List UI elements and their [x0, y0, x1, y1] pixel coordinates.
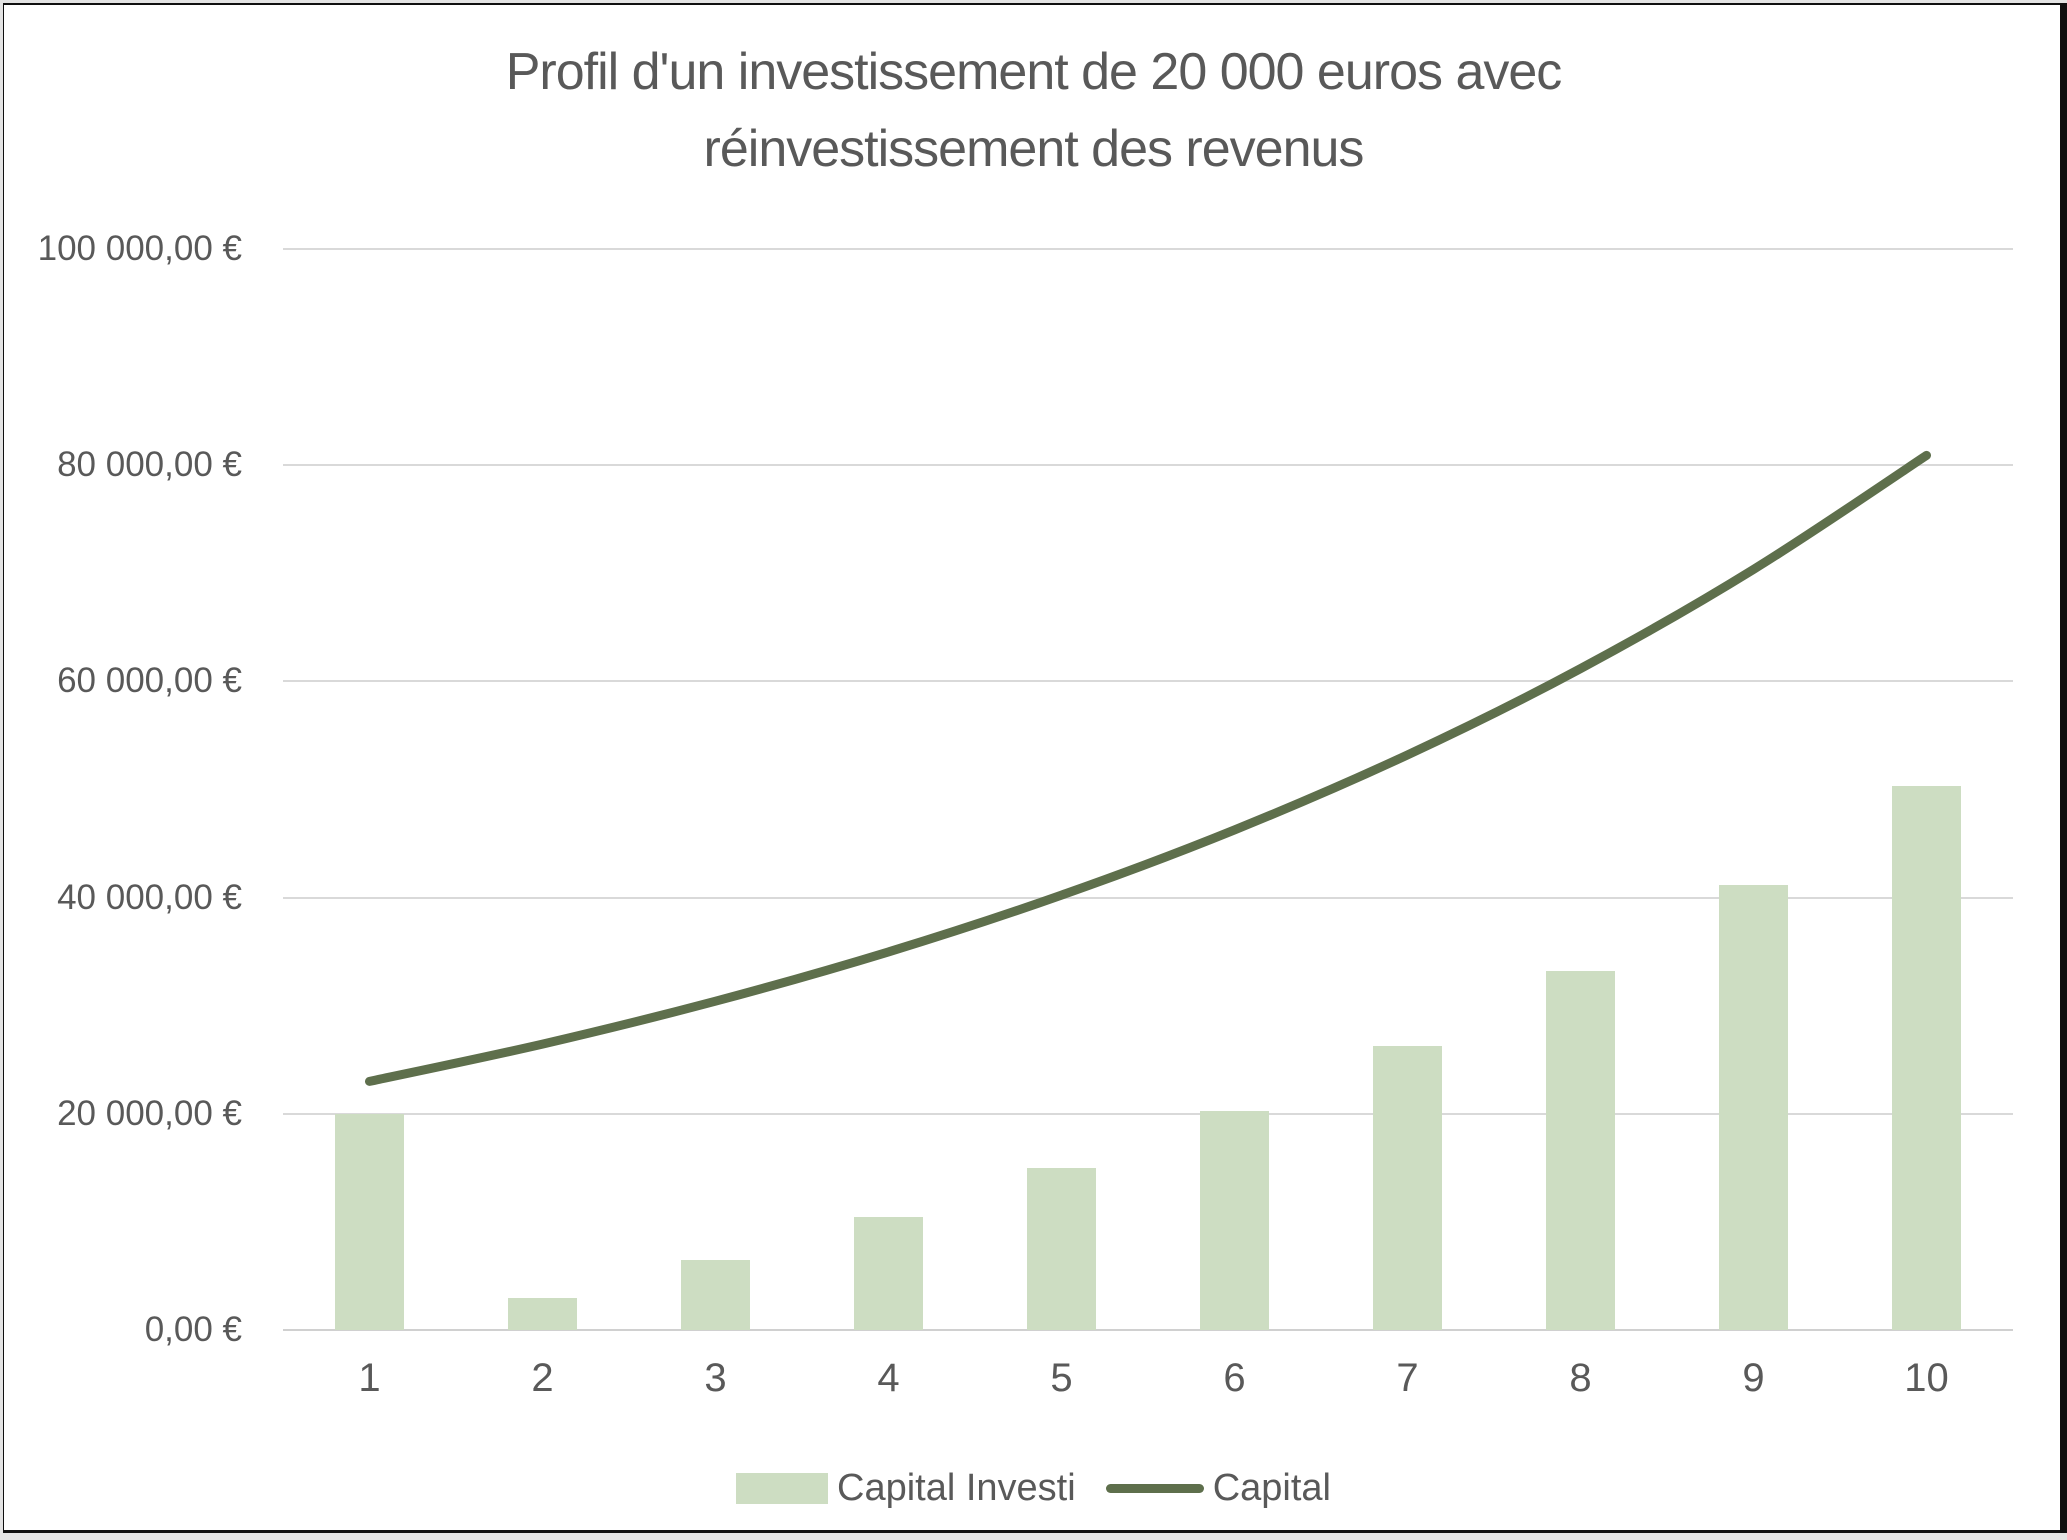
gridline-20000	[283, 1112, 2013, 1115]
x-axis-label-7: 7	[1396, 1356, 1419, 1400]
bar-swatch-icon	[736, 1472, 829, 1504]
chart-title: Profil d'un investissement de 20 000 eur…	[0, 34, 2067, 188]
y-axis-label-20000: 20 000,00 €	[57, 1093, 242, 1133]
legend-item-capital: Capital	[1105, 1458, 1331, 1518]
x-axis-label-9: 9	[1742, 1356, 1765, 1400]
legend-item-capital-investi: Capital Investi	[736, 1458, 1076, 1518]
capital-line-path	[365, 450, 1931, 1086]
bar-capital-investi-1	[335, 1113, 404, 1330]
chart-legend: Capital Investi Capital	[0, 1458, 2067, 1518]
y-axis-label-100000: 100 000,00 €	[37, 229, 242, 268]
y-axis-label-80000: 80 000,00 €	[57, 445, 242, 485]
line-series-capital	[365, 450, 1931, 1086]
y-axis-label-0: 0,00 €	[144, 1310, 242, 1349]
plot-area	[283, 248, 2013, 1331]
legend-label-capital: Capital	[1212, 1467, 1331, 1509]
y-axis-label-60000: 60 000,00 €	[57, 661, 242, 701]
bar-series-capital-investi	[283, 249, 2013, 1330]
x-axis-label-1: 1	[358, 1356, 381, 1400]
line-swatch-icon	[1105, 1483, 1204, 1493]
bar-capital-investi-2	[508, 1297, 577, 1330]
y-axis-label-40000: 40 000,00 €	[57, 877, 242, 917]
x-axis: 1 2 3 4 5 6 7 8 9 10	[283, 1352, 2013, 1404]
gridline-100000	[283, 248, 2013, 250]
x-axis-label-2: 2	[531, 1356, 554, 1400]
bar-capital-investi-7	[1373, 1046, 1442, 1330]
bar-capital-investi-10	[1892, 785, 1961, 1330]
bar-capital-investi-3	[681, 1260, 750, 1330]
legend-label-capital-investi: Capital Investi	[837, 1467, 1076, 1509]
y-axis: 100 000,00 € 80 000,00 € 60 000,00 € 40 …	[0, 229, 242, 1349]
gridline-80000	[283, 464, 2013, 467]
bar-capital-investi-4	[854, 1217, 923, 1330]
bar-capital-investi-9	[1719, 884, 1788, 1330]
gridline-60000	[283, 680, 2013, 683]
x-axis-label-3: 3	[704, 1356, 727, 1400]
x-axis-label-8: 8	[1569, 1356, 1592, 1400]
x-axis-label-5: 5	[1050, 1356, 1073, 1400]
bar-capital-investi-8	[1546, 971, 1615, 1330]
chart-title-line-1: Profil d'un investissement de 20 000 eur…	[505, 43, 1563, 101]
x-axis-label-6: 6	[1223, 1356, 1246, 1400]
bar-capital-investi-6	[1200, 1111, 1269, 1330]
gridline-40000	[283, 896, 2013, 899]
x-axis-label-10: 10	[1904, 1356, 1949, 1400]
chart-title-line-2: réinvestissement des revenus	[703, 120, 1365, 178]
x-axis-label-4: 4	[877, 1356, 900, 1400]
bar-capital-investi-5	[1027, 1168, 1096, 1330]
x-axis-line	[283, 1329, 2013, 1331]
